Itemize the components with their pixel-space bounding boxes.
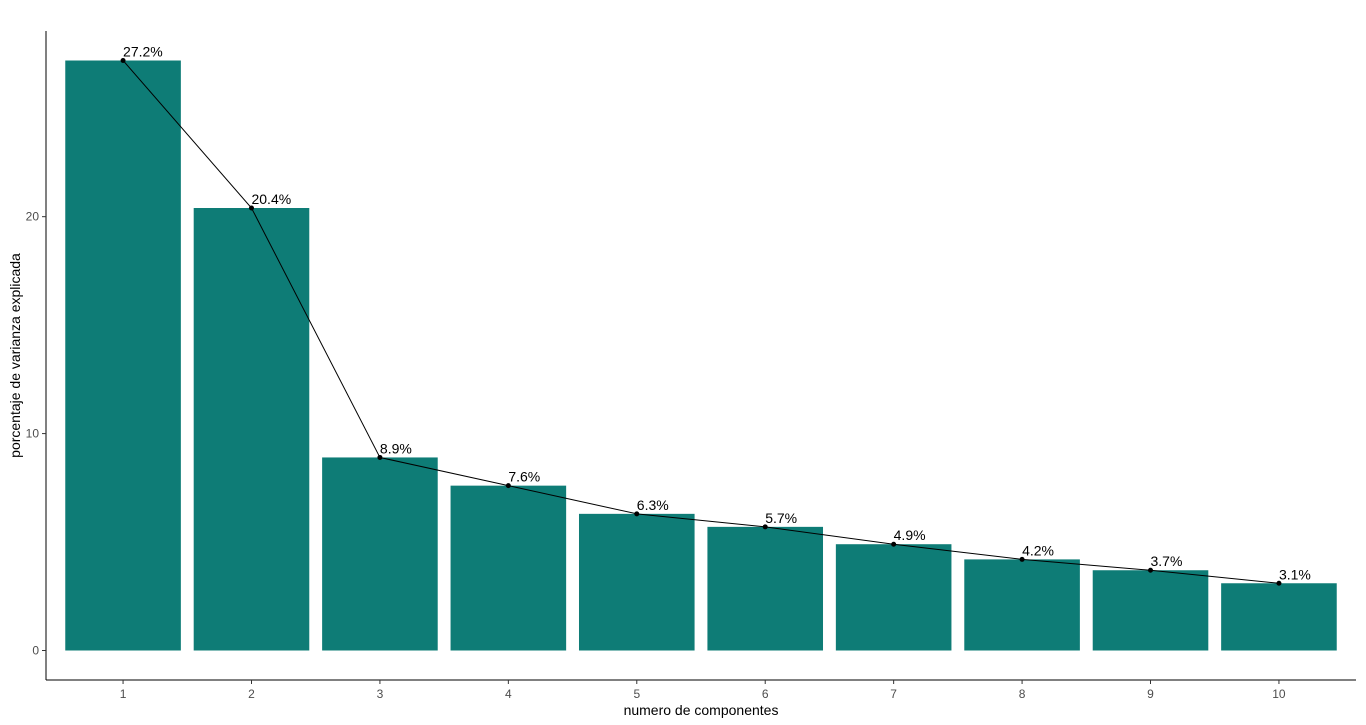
y-tick-label: 20 [26, 210, 40, 224]
point-7 [891, 541, 897, 547]
x-tick-label: 1 [120, 687, 127, 701]
y-axis-title: porcentaje de varianza explicada [7, 253, 23, 458]
bar-9 [1092, 570, 1209, 651]
y-axis-ticks: 0 10 20 [26, 210, 46, 658]
point-10 [1276, 580, 1282, 586]
x-tick-label: 2 [248, 687, 255, 701]
bar-2 [193, 208, 310, 651]
data-label-6: 5.7% [765, 510, 797, 526]
y-tick-label: 10 [26, 427, 40, 441]
bar-6 [707, 526, 824, 651]
data-label-10: 3.1% [1279, 566, 1311, 582]
bar-3 [322, 457, 438, 651]
x-tick-label: 6 [762, 687, 769, 701]
x-axis-title: numero de componentes [624, 702, 779, 718]
x-tick-label: 7 [890, 687, 897, 701]
variance-line [122, 60, 1279, 584]
y-tick-label: 0 [32, 644, 39, 658]
data-label-7: 4.9% [894, 527, 926, 543]
plot-area: 27.2% 20.4% 8.9% 7.6% 6.3% 5.7% 4.9% 4.2% 3.7% 3.… [65, 44, 1337, 651]
data-label-8: 4.2% [1022, 542, 1054, 558]
data-label-1: 27.2% [123, 44, 163, 60]
point-9 [1148, 567, 1154, 573]
point-1 [120, 58, 126, 63]
data-label-4: 7.6% [508, 469, 540, 485]
x-tick-label: 8 [1019, 687, 1026, 701]
data-label-2: 20.4% [251, 191, 291, 207]
x-tick-label: 10 [1272, 687, 1286, 701]
point-2 [248, 205, 254, 211]
point-6 [762, 524, 768, 530]
data-label-9: 3.7% [1151, 553, 1183, 569]
x-tick-label: 4 [505, 687, 512, 701]
data-label-5: 6.3% [637, 497, 669, 513]
x-axis-ticks: 1 2 3 4 5 6 7 8 9 10 [120, 680, 1286, 701]
bar-8 [964, 559, 1080, 651]
bar-10 [1221, 583, 1337, 651]
data-label-3: 8.9% [380, 440, 412, 456]
x-tick-label: 9 [1147, 687, 1154, 701]
point-5 [634, 511, 640, 517]
bar-5 [578, 513, 695, 651]
point-8 [1019, 556, 1025, 562]
x-tick-label: 5 [633, 687, 640, 701]
bar-1 [65, 60, 181, 651]
x-tick-label: 3 [377, 687, 384, 701]
point-4 [505, 483, 511, 489]
bar-7 [835, 544, 952, 651]
point-3 [377, 454, 383, 460]
bar-4 [450, 485, 567, 651]
